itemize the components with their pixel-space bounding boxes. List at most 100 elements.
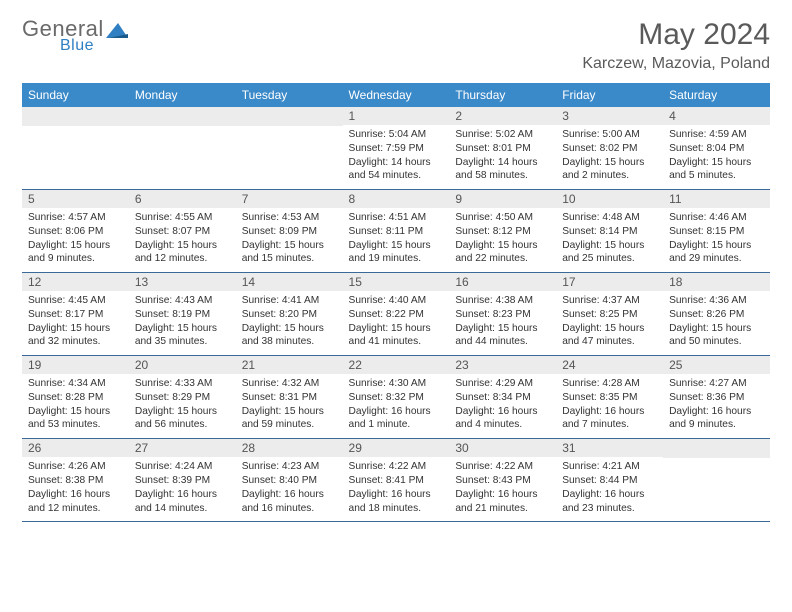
cell-body (236, 126, 343, 188)
cell-body: Sunrise: 4:24 AMSunset: 8:39 PMDaylight:… (129, 457, 236, 521)
sunset-text: Sunset: 8:19 PM (135, 308, 230, 322)
sunrise-text: Sunrise: 4:28 AM (562, 377, 657, 391)
daylight-text: Daylight: 16 hours and 1 minute. (349, 405, 444, 433)
day-number: 3 (556, 107, 663, 125)
sunset-text: Sunset: 8:25 PM (562, 308, 657, 322)
cell-body (22, 126, 129, 188)
calendar-cell (129, 107, 236, 190)
sunrise-text: Sunrise: 4:38 AM (455, 294, 550, 308)
sunrise-text: Sunrise: 4:34 AM (28, 377, 123, 391)
cell-body: Sunrise: 4:59 AMSunset: 8:04 PMDaylight:… (663, 125, 770, 189)
calendar-cell: 25Sunrise: 4:27 AMSunset: 8:36 PMDayligh… (663, 356, 770, 439)
daylight-text: Daylight: 15 hours and 15 minutes. (242, 239, 337, 267)
calendar-cell: 3Sunrise: 5:00 AMSunset: 8:02 PMDaylight… (556, 107, 663, 190)
sunrise-text: Sunrise: 4:22 AM (455, 460, 550, 474)
week-row: 26Sunrise: 4:26 AMSunset: 8:38 PMDayligh… (22, 439, 770, 522)
cell-body: Sunrise: 4:32 AMSunset: 8:31 PMDaylight:… (236, 374, 343, 438)
daylight-text: Daylight: 15 hours and 56 minutes. (135, 405, 230, 433)
sunset-text: Sunset: 8:09 PM (242, 225, 337, 239)
calendar-cell: 4Sunrise: 4:59 AMSunset: 8:04 PMDaylight… (663, 107, 770, 190)
calendar-table: Sunday Monday Tuesday Wednesday Thursday… (22, 83, 770, 522)
day-number: 30 (449, 439, 556, 457)
calendar-cell: 16Sunrise: 4:38 AMSunset: 8:23 PMDayligh… (449, 273, 556, 356)
calendar-cell: 20Sunrise: 4:33 AMSunset: 8:29 PMDayligh… (129, 356, 236, 439)
day-number: 20 (129, 356, 236, 374)
sunrise-text: Sunrise: 4:41 AM (242, 294, 337, 308)
sunset-text: Sunset: 8:31 PM (242, 391, 337, 405)
location: Karczew, Mazovia, Poland (582, 55, 770, 73)
calendar-cell: 15Sunrise: 4:40 AMSunset: 8:22 PMDayligh… (343, 273, 450, 356)
sunrise-text: Sunrise: 4:27 AM (669, 377, 764, 391)
sunrise-text: Sunrise: 4:46 AM (669, 211, 764, 225)
day-number (129, 107, 236, 126)
sunrise-text: Sunrise: 4:59 AM (669, 128, 764, 142)
daylight-text: Daylight: 15 hours and 9 minutes. (28, 239, 123, 267)
sunrise-text: Sunrise: 4:55 AM (135, 211, 230, 225)
sunset-text: Sunset: 8:35 PM (562, 391, 657, 405)
day-number: 26 (22, 439, 129, 457)
cell-body: Sunrise: 4:37 AMSunset: 8:25 PMDaylight:… (556, 291, 663, 355)
daylight-text: Daylight: 16 hours and 9 minutes. (669, 405, 764, 433)
sunrise-text: Sunrise: 4:32 AM (242, 377, 337, 391)
cell-body: Sunrise: 4:36 AMSunset: 8:26 PMDaylight:… (663, 291, 770, 355)
day-header-sunday: Sunday (22, 83, 129, 107)
daylight-text: Daylight: 15 hours and 47 minutes. (562, 322, 657, 350)
week-row: 5Sunrise: 4:57 AMSunset: 8:06 PMDaylight… (22, 190, 770, 273)
sunset-text: Sunset: 8:26 PM (669, 308, 764, 322)
day-number: 18 (663, 273, 770, 291)
daylight-text: Daylight: 15 hours and 35 minutes. (135, 322, 230, 350)
calendar-cell: 6Sunrise: 4:55 AMSunset: 8:07 PMDaylight… (129, 190, 236, 273)
day-number: 14 (236, 273, 343, 291)
daylight-text: Daylight: 15 hours and 22 minutes. (455, 239, 550, 267)
cell-body: Sunrise: 4:30 AMSunset: 8:32 PMDaylight:… (343, 374, 450, 438)
sunset-text: Sunset: 8:29 PM (135, 391, 230, 405)
logo-triangle-icon (106, 20, 132, 40)
daylight-text: Daylight: 16 hours and 23 minutes. (562, 488, 657, 516)
sunrise-text: Sunrise: 5:02 AM (455, 128, 550, 142)
daylight-text: Daylight: 15 hours and 2 minutes. (562, 156, 657, 184)
sunset-text: Sunset: 8:12 PM (455, 225, 550, 239)
day-number: 13 (129, 273, 236, 291)
sunrise-text: Sunrise: 5:04 AM (349, 128, 444, 142)
sunset-text: Sunset: 7:59 PM (349, 142, 444, 156)
month-title: May 2024 (582, 18, 770, 51)
sunset-text: Sunset: 8:36 PM (669, 391, 764, 405)
day-number: 16 (449, 273, 556, 291)
daylight-text: Daylight: 16 hours and 4 minutes. (455, 405, 550, 433)
cell-body: Sunrise: 4:50 AMSunset: 8:12 PMDaylight:… (449, 208, 556, 272)
sunrise-text: Sunrise: 4:37 AM (562, 294, 657, 308)
calendar-cell: 8Sunrise: 4:51 AMSunset: 8:11 PMDaylight… (343, 190, 450, 273)
calendar-cell: 23Sunrise: 4:29 AMSunset: 8:34 PMDayligh… (449, 356, 556, 439)
day-number: 9 (449, 190, 556, 208)
sunrise-text: Sunrise: 4:23 AM (242, 460, 337, 474)
day-number: 24 (556, 356, 663, 374)
cell-body: Sunrise: 4:33 AMSunset: 8:29 PMDaylight:… (129, 374, 236, 438)
header: General Blue May 2024 Karczew, Mazovia, … (22, 18, 770, 73)
sunrise-text: Sunrise: 4:45 AM (28, 294, 123, 308)
cell-body: Sunrise: 4:40 AMSunset: 8:22 PMDaylight:… (343, 291, 450, 355)
calendar-cell: 26Sunrise: 4:26 AMSunset: 8:38 PMDayligh… (22, 439, 129, 522)
day-number: 31 (556, 439, 663, 457)
calendar-cell (236, 107, 343, 190)
cell-body: Sunrise: 4:21 AMSunset: 8:44 PMDaylight:… (556, 457, 663, 521)
cell-body: Sunrise: 5:02 AMSunset: 8:01 PMDaylight:… (449, 125, 556, 189)
cell-body: Sunrise: 4:48 AMSunset: 8:14 PMDaylight:… (556, 208, 663, 272)
day-header-tuesday: Tuesday (236, 83, 343, 107)
logo: General Blue (22, 18, 132, 54)
cell-body: Sunrise: 5:00 AMSunset: 8:02 PMDaylight:… (556, 125, 663, 189)
sunrise-text: Sunrise: 4:29 AM (455, 377, 550, 391)
sunset-text: Sunset: 8:22 PM (349, 308, 444, 322)
sunrise-text: Sunrise: 4:53 AM (242, 211, 337, 225)
sunrise-text: Sunrise: 4:48 AM (562, 211, 657, 225)
day-number: 11 (663, 190, 770, 208)
cell-body (129, 126, 236, 188)
sunrise-text: Sunrise: 4:50 AM (455, 211, 550, 225)
daylight-text: Daylight: 16 hours and 12 minutes. (28, 488, 123, 516)
calendar-cell: 28Sunrise: 4:23 AMSunset: 8:40 PMDayligh… (236, 439, 343, 522)
sunset-text: Sunset: 8:23 PM (455, 308, 550, 322)
sunset-text: Sunset: 8:17 PM (28, 308, 123, 322)
sunset-text: Sunset: 8:14 PM (562, 225, 657, 239)
day-number: 12 (22, 273, 129, 291)
sunset-text: Sunset: 8:15 PM (669, 225, 764, 239)
day-number: 1 (343, 107, 450, 125)
